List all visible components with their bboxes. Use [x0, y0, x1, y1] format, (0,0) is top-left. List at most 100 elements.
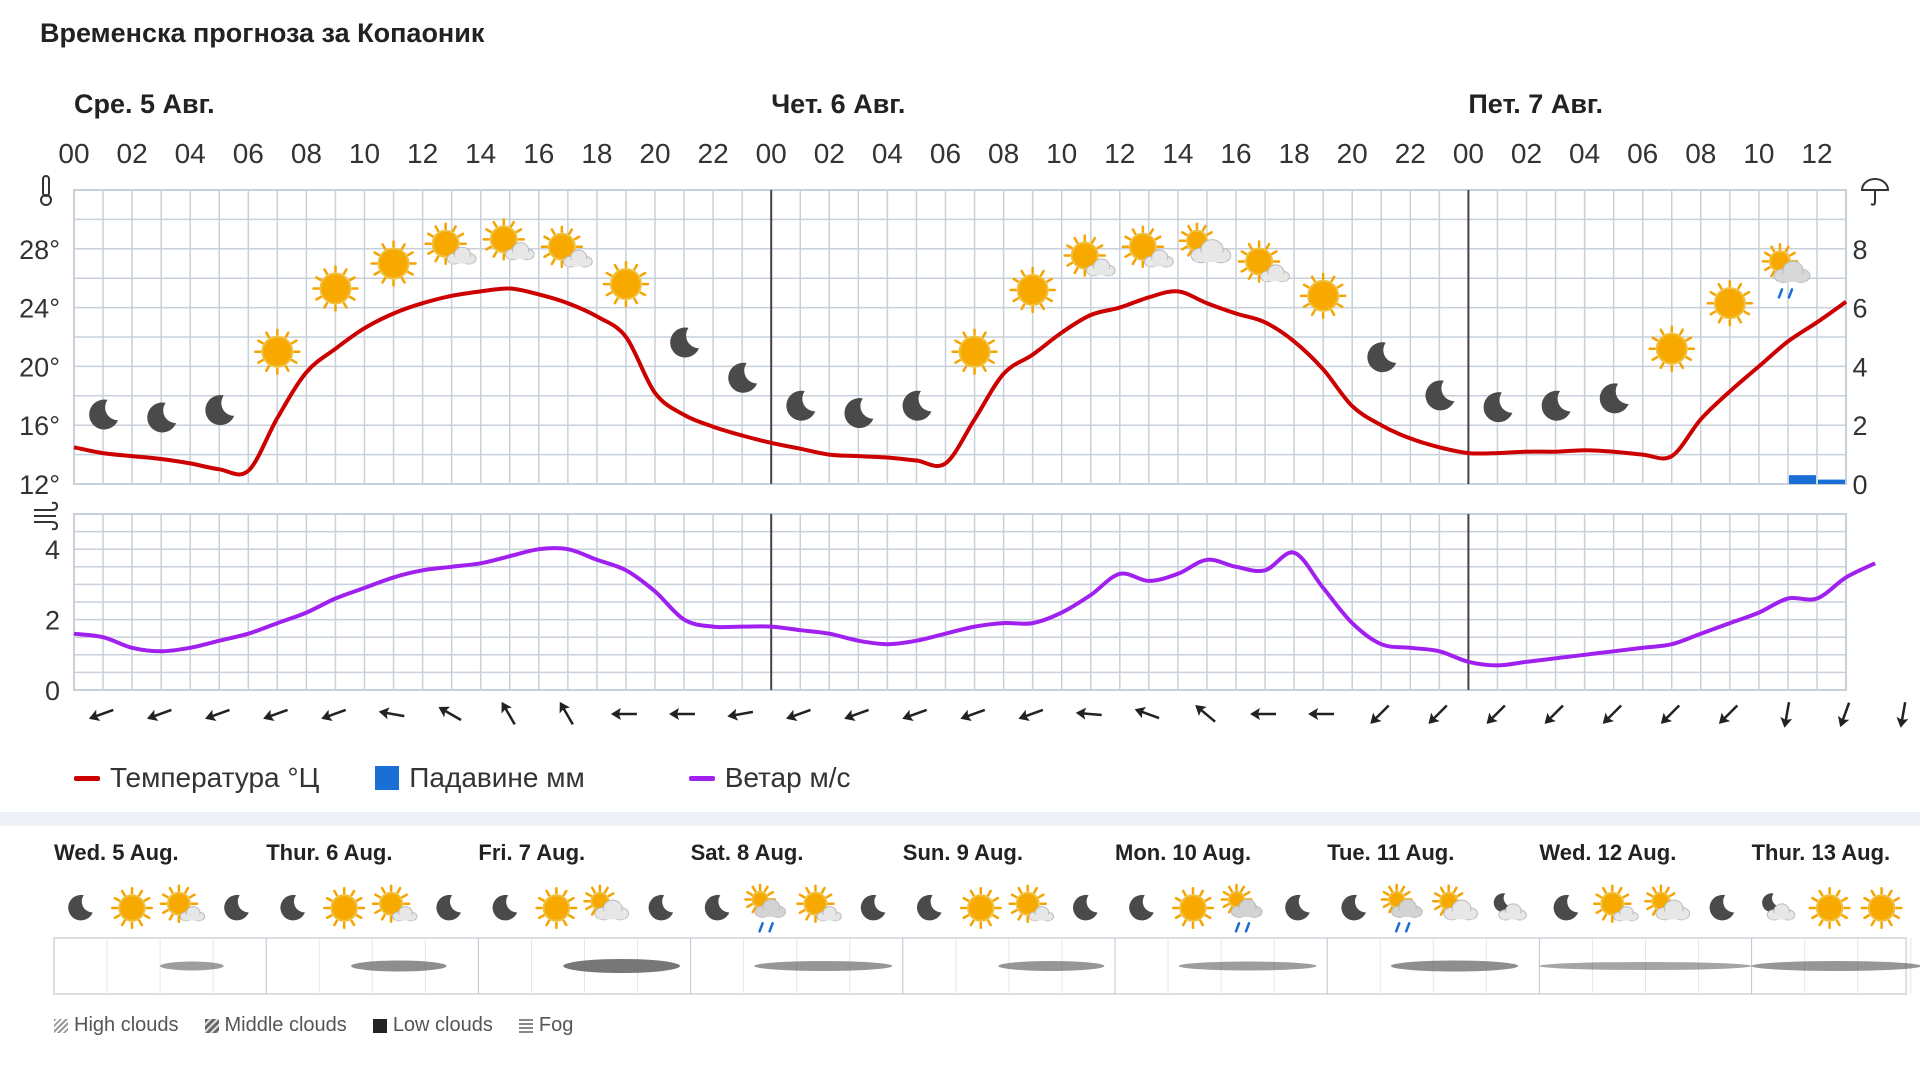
y-axis-labels: 12° 16° 20° 24° 28° 0 2 4 6 8 0 2 4	[19, 235, 1867, 706]
temperature-tick-label: 24°	[19, 294, 60, 324]
page-title: Временска прогноза за Копаоник	[40, 18, 485, 48]
wind-direction-arrow	[1718, 704, 1739, 724]
hour-label: 10	[349, 138, 380, 169]
hour-label: 12	[1801, 138, 1832, 169]
moon-icon	[902, 390, 932, 421]
legend-temperature-label: Температура °Ц	[110, 762, 320, 793]
moon-icon	[1367, 342, 1397, 373]
cloud-band	[1178, 961, 1317, 971]
wind-direction-arrow	[1428, 704, 1448, 724]
legend-precipitation-label: Падавине мм	[409, 762, 585, 793]
hour-label: 18	[581, 138, 612, 169]
fog-icon	[518, 1018, 533, 1033]
cloud-legend-low-label: Low clouds	[392, 1014, 493, 1036]
wind-direction-arrow	[727, 708, 754, 721]
sun-cloud-icon	[796, 884, 842, 924]
wind-tick-label: 4	[45, 535, 60, 565]
wind-direction-arrow	[501, 701, 516, 726]
precipitation-tick-label: 4	[1852, 352, 1867, 382]
day-labels: Сре. 5 Авг. Чет. 6 Авг. Пет. 7 Авг.	[74, 89, 1603, 119]
axis-icons	[34, 175, 1890, 531]
hour-label: 08	[988, 138, 1019, 169]
sun-icon	[111, 887, 153, 929]
moon-icon	[786, 390, 816, 421]
hour-label: 04	[1569, 138, 1600, 169]
cloud-sun-icon	[583, 884, 630, 921]
moon-icon	[1341, 894, 1366, 921]
hour-label: 12	[1104, 138, 1135, 169]
legend-temperature-swatch	[74, 775, 100, 781]
wind-direction-arrow	[378, 707, 405, 720]
cloud-band	[1390, 960, 1519, 972]
hour-label: 02	[1511, 138, 1542, 169]
wind-direction-arrow	[263, 708, 289, 722]
wind-direction-arrow	[146, 708, 172, 722]
sun-icon	[370, 240, 417, 287]
overview-day-label: Thur. 6 Aug.	[266, 840, 392, 865]
wind-direction-arrow	[1896, 701, 1909, 728]
moon-icon	[916, 894, 942, 921]
sun-icon	[959, 887, 1002, 929]
wind-direction-arrow	[902, 708, 928, 722]
wind-line	[73, 546, 1876, 668]
hour-label: 14	[1162, 138, 1193, 169]
moon-icon	[1483, 392, 1513, 423]
umbrella-icon	[1860, 178, 1890, 206]
wind-direction-arrow	[610, 708, 637, 720]
hour-label: 22	[698, 138, 729, 169]
hour-label: 16	[523, 138, 554, 169]
cloud-legend-middle: Middle clouds	[204, 1014, 347, 1037]
wind-direction-arrow	[669, 708, 695, 720]
high-clouds-icon	[54, 1018, 68, 1033]
hour-label: 16	[1220, 138, 1251, 169]
cloud-legend-fog-label: Fog	[538, 1014, 574, 1036]
moon-icon	[860, 894, 886, 921]
moon-icon	[1425, 380, 1455, 411]
temperature-tick-label: 16°	[19, 411, 60, 441]
overview-day-label: Wed. 5 Aug.	[54, 840, 179, 865]
wind-direction-arrow	[1075, 707, 1102, 720]
temperature-series	[73, 286, 1848, 477]
sun-cloud-icon	[540, 225, 593, 268]
sun-icon	[1706, 279, 1754, 327]
wind-direction-arrow	[321, 708, 347, 722]
moon-icon	[648, 894, 674, 921]
sun-icon	[1648, 325, 1695, 373]
moon-icon	[1553, 894, 1579, 921]
moon-icon	[728, 362, 758, 393]
wind-direction-arrow	[438, 706, 462, 722]
sun-icon	[1299, 272, 1347, 320]
precipitation-tick-label: 2	[1852, 411, 1867, 441]
hour-label: 08	[1685, 138, 1716, 169]
sun-icon	[312, 265, 359, 312]
wind-direction-arrow	[1134, 706, 1160, 720]
legend-temperature: Температура °Ц	[74, 762, 319, 794]
wind-direction-arrow	[1018, 708, 1044, 722]
moon-icon	[1285, 894, 1310, 921]
hour-label: 06	[233, 138, 264, 169]
cloud-legend-low: Low clouds	[372, 1014, 493, 1037]
sun-cloud-icon	[159, 884, 206, 924]
overview-weather-icons	[68, 883, 1903, 933]
temperature-line	[73, 286, 1848, 477]
moon-icon	[436, 894, 461, 921]
sun-icon	[254, 328, 301, 375]
hour-label: 10	[1743, 138, 1774, 169]
sun-cloud-icon	[1121, 225, 1174, 268]
forecast-chart: Сре. 5 Авг. Чет. 6 Авг. Пет. 7 Авг. 00 02 04…	[19, 89, 1909, 728]
wind-icon	[34, 501, 59, 531]
sun-cloud-icon	[371, 884, 418, 924]
day-label: Чет. 6 Авг.	[771, 89, 905, 119]
wind-direction-arrow	[559, 701, 574, 726]
hour-label: 04	[872, 138, 903, 169]
sun-icon	[535, 887, 578, 929]
wind-direction-arrow	[844, 708, 870, 722]
hour-label: 00	[756, 138, 787, 169]
chart-grid	[73, 189, 1848, 691]
wind-direction-arrow	[205, 708, 230, 722]
moon-icon	[1129, 894, 1154, 921]
cloud-sun-icon	[1178, 222, 1232, 264]
cloud-legend-middle-label: Middle clouds	[224, 1014, 347, 1036]
wind-series	[73, 546, 1876, 668]
hour-label: 12	[407, 138, 438, 169]
